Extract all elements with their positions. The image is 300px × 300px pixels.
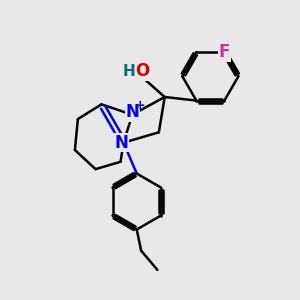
Text: F: F <box>219 43 230 61</box>
Text: O: O <box>136 62 150 80</box>
Text: N: N <box>125 103 139 121</box>
Text: N: N <box>114 134 128 152</box>
Text: H: H <box>122 64 135 79</box>
Text: +: + <box>135 99 146 112</box>
